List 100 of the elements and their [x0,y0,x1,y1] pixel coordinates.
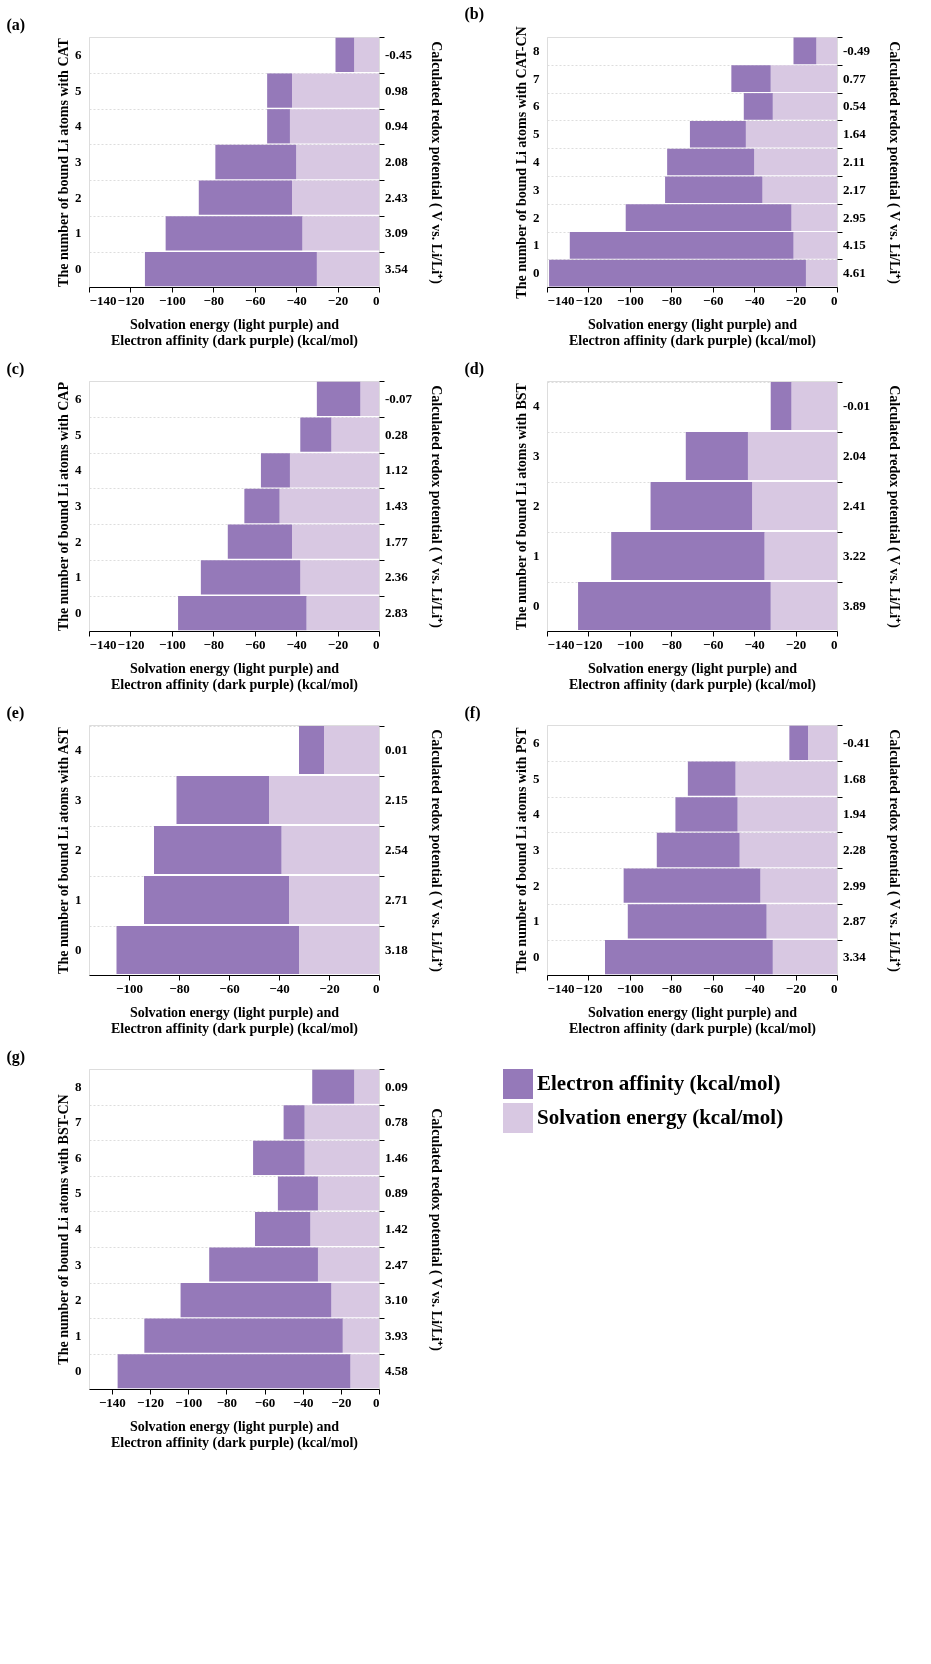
text: 0.01 [385,742,408,757]
legend-label: Solvation energy (kcal/mol) [537,1105,784,1129]
x-tick-label: −100 [116,980,143,996]
text: -0.07 [385,390,413,406]
y-tick-label: 6 [75,1149,82,1165]
x-tick-label: −140 [547,636,575,652]
x-axis-title: Solvation energy (light purple) and Electron affinity (dark purple) (kcal/mol) [110,316,359,349]
y-axis-title: The number of bound Li atoms with BST-CN [56,1094,71,1365]
chart-title: (e) [6,704,25,722]
y-tick-label: 8 [75,1078,82,1094]
bar [764,532,837,580]
y-axis-title: The number of bound Li atoms with AST [56,726,71,974]
x-tick-label: −20 [331,1394,352,1410]
x-axis-title: Solvation energy (light purple) and Electron affinity (dark purple) (kcal/mol) [568,1004,817,1037]
bar [789,725,808,760]
chart-title: (b) [464,4,485,23]
bar [269,776,379,824]
y-axis-title: The number of bound Li atoms with CAT-CN [514,26,529,299]
text: -0.49 [843,42,871,58]
y-axis-title: The number of bound Li atoms with PST [514,726,529,974]
bar [770,382,792,430]
x-tick-label: −80 [661,980,682,996]
x-tick-label: 0 [831,292,838,308]
y-tick-label: 5 [533,126,540,142]
text: 0.78 [385,1114,409,1130]
bar [685,432,748,480]
x-axis-title: Solvation energy (light purple) and Electron affinity (dark purple) (kcal/mol) [110,1004,359,1037]
y-tick-label: 4 [75,462,82,478]
y-tick-label: 3 [75,1256,82,1272]
y-tick-label: 4 [75,118,82,134]
chart-title: (d) [464,360,485,378]
x-tick-label: 0 [373,980,380,996]
bar [144,876,289,924]
text: 2.47 [385,1256,409,1272]
y-tick-label: 4 [75,742,82,757]
y-tick-label: 4 [533,806,540,822]
text: 1.64 [843,126,867,142]
text: 4.15 [843,237,867,253]
bar [244,488,280,524]
y-tick-label: 3 [533,842,540,857]
text: -0.45 [385,46,413,62]
y-tick-label: 8 [533,42,540,58]
x-axis-title: Solvation energy (light purple) and Electron affinity (dark purple) (kcal/mol) [110,660,359,693]
bar [335,37,355,72]
x-tick-label: −60 [245,292,266,308]
text: -0.01 [843,398,871,413]
x-tick-label: −80 [203,292,224,308]
x-tick-label: −100 [158,636,186,652]
text: 0.98 [385,82,409,98]
y-tick-label: 1 [533,913,540,929]
text: 3.22 [843,548,866,563]
x-tick-label: 0 [373,636,380,652]
text: 3.09 [385,225,409,241]
x-tick-label: 0 [373,292,380,308]
text: 1.94 [843,806,867,822]
y-tick-label: 0 [533,949,540,965]
x-tick-label: −40 [744,292,765,308]
x-tick-label: −80 [661,636,682,652]
y-tick-label: 0 [533,265,540,281]
text: 3.54 [385,261,409,277]
text: 0.77 [843,70,867,86]
text: -0.41 [843,734,871,750]
y-tick-label: 2 [533,209,540,225]
bar [770,582,837,630]
y2-axis-title: Calculated redox potential ( V vs. Li/Li⁺) [886,385,902,629]
y-tick-label: 4 [75,1221,82,1236]
x-tick-label: −120 [575,636,603,652]
y-tick-label: 3 [533,448,540,463]
text: 3.10 [385,1292,408,1308]
text: 2.54 [385,842,409,857]
y-tick-label: 5 [75,426,82,442]
y-tick-label: 3 [75,792,82,807]
x-tick-label: −120 [117,292,145,308]
x-tick-label: −40 [269,980,290,996]
x-tick-label: −100 [158,292,186,308]
y-tick-label: 4 [533,154,540,169]
y-tick-label: 5 [533,770,540,786]
x-tick-label: −20 [327,292,349,308]
y-tick-label: 1 [533,548,540,563]
bar [289,876,379,924]
text: 2.95 [843,209,867,225]
y-tick-label: 7 [75,1114,82,1130]
y-axis-title: The number of bound Li atoms with CAP [56,381,71,632]
y-tick-label: 1 [75,1327,82,1343]
bar [324,726,379,774]
bar [260,453,290,488]
bar [739,832,837,868]
x-tick-label: −40 [744,980,765,996]
chart-title: (c) [6,359,25,378]
text: 2.17 [843,181,867,197]
bar [578,582,771,630]
x-tick-label: −20 [785,636,807,652]
x-tick-label: 0 [831,636,838,652]
text: 2.28 [843,842,867,857]
x-tick-label: −120 [137,1394,165,1410]
bar [611,532,765,580]
bar [747,432,837,480]
bar [752,482,837,530]
y-axis-title: The number of bound Li atoms with BST [514,382,529,630]
text: 0.89 [385,1185,409,1201]
